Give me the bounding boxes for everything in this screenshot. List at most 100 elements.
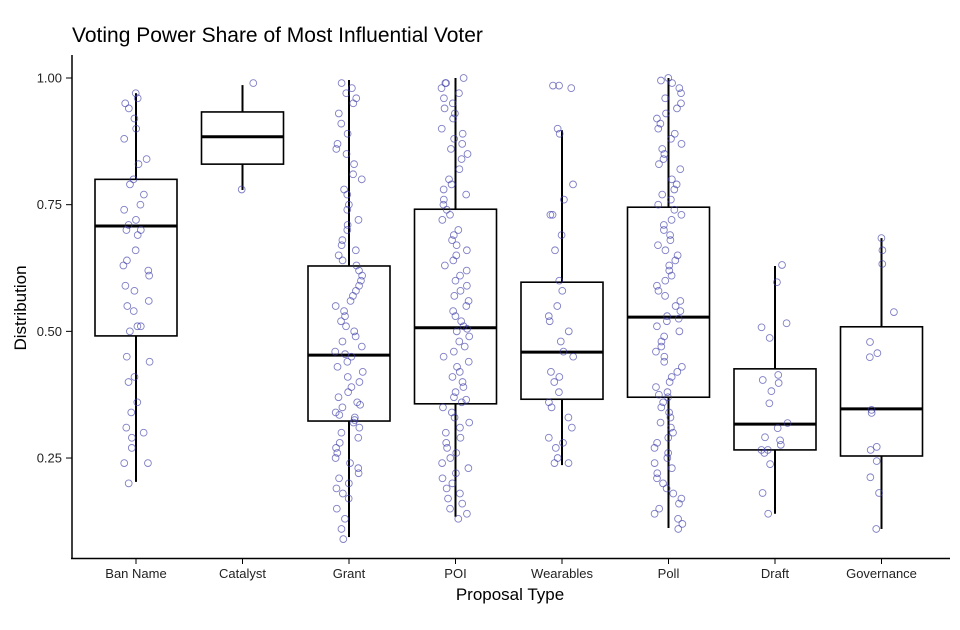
data-point bbox=[122, 352, 131, 361]
data-point bbox=[555, 81, 563, 90]
data-point bbox=[357, 276, 365, 285]
data-point bbox=[136, 200, 145, 209]
data-point bbox=[654, 200, 663, 209]
data-point bbox=[653, 114, 661, 123]
data-point bbox=[352, 261, 361, 270]
x-tick-label: Catalyst bbox=[219, 566, 266, 581]
data-point bbox=[439, 185, 448, 194]
data-point bbox=[656, 418, 665, 427]
data-point bbox=[549, 81, 557, 90]
data-point bbox=[346, 297, 355, 305]
data-point bbox=[338, 489, 347, 498]
data-point bbox=[652, 347, 660, 356]
data-point bbox=[343, 226, 352, 234]
data-point bbox=[119, 261, 128, 270]
data-point bbox=[667, 464, 676, 473]
data-point bbox=[660, 357, 669, 366]
data-point bbox=[449, 256, 458, 265]
data-point bbox=[337, 79, 346, 87]
data-point bbox=[668, 79, 676, 87]
data-point bbox=[448, 479, 457, 488]
data-point bbox=[462, 302, 471, 310]
data-point bbox=[450, 413, 459, 422]
data-point bbox=[335, 411, 344, 419]
data-point bbox=[659, 221, 668, 229]
data-point bbox=[446, 210, 454, 219]
data-point bbox=[127, 433, 136, 442]
y-ticks: 0.25 0.50 0.75 1.00 bbox=[37, 71, 72, 466]
data-point bbox=[343, 190, 352, 199]
data-point bbox=[338, 256, 347, 265]
data-point bbox=[120, 134, 129, 143]
data-point bbox=[352, 286, 360, 295]
data-point bbox=[867, 409, 876, 417]
data-point bbox=[331, 302, 340, 310]
data-point bbox=[458, 140, 467, 148]
data-point bbox=[652, 383, 660, 391]
data-point bbox=[865, 353, 874, 362]
data-point bbox=[544, 312, 553, 320]
data-point bbox=[338, 337, 347, 346]
data-point bbox=[358, 271, 366, 280]
data-point bbox=[655, 160, 663, 168]
data-point bbox=[669, 489, 678, 498]
data-point bbox=[673, 104, 681, 113]
data-point bbox=[567, 423, 576, 432]
data-point bbox=[337, 428, 346, 437]
data-point bbox=[667, 423, 675, 432]
data-point bbox=[463, 281, 471, 290]
data-point bbox=[658, 190, 667, 199]
data-point bbox=[335, 474, 343, 483]
data-point bbox=[126, 180, 134, 189]
data-point bbox=[333, 140, 342, 148]
data-point bbox=[459, 383, 468, 391]
data-point bbox=[758, 489, 767, 497]
data-point bbox=[660, 226, 668, 234]
data-point bbox=[657, 76, 665, 85]
data-point bbox=[773, 278, 781, 287]
data-point bbox=[674, 514, 682, 523]
data-point bbox=[545, 317, 554, 326]
data-point bbox=[890, 308, 898, 316]
data-point bbox=[551, 444, 560, 452]
data-point bbox=[872, 457, 881, 465]
data-point bbox=[650, 509, 659, 518]
data-point bbox=[559, 438, 567, 447]
data-point bbox=[355, 378, 364, 386]
iqr-box bbox=[626, 206, 711, 399]
data-point bbox=[455, 89, 463, 98]
data-point bbox=[350, 413, 359, 422]
box-catalyst bbox=[200, 79, 285, 194]
box-poll bbox=[626, 74, 711, 533]
data-point bbox=[447, 145, 455, 153]
x-tick-label: Draft bbox=[761, 566, 790, 581]
data-point bbox=[355, 423, 364, 432]
x-tick-label: POI bbox=[444, 566, 466, 581]
data-point bbox=[120, 205, 128, 214]
data-point bbox=[550, 459, 559, 467]
data-point bbox=[455, 337, 464, 346]
data-point bbox=[667, 175, 676, 184]
data-point bbox=[456, 286, 465, 295]
data-point bbox=[654, 124, 663, 133]
data-point bbox=[440, 104, 449, 113]
data-point bbox=[437, 124, 446, 133]
data-point bbox=[448, 99, 457, 108]
data-point bbox=[675, 499, 683, 508]
data-point bbox=[550, 378, 559, 386]
x-tick-label: Poll bbox=[658, 566, 680, 581]
data-point bbox=[123, 256, 131, 265]
data-point bbox=[459, 74, 468, 82]
y-tick-label: 1.00 bbox=[37, 71, 62, 86]
data-point bbox=[444, 494, 452, 503]
data-point bbox=[559, 347, 568, 356]
data-point bbox=[354, 216, 363, 224]
data-point bbox=[452, 449, 461, 457]
data-point bbox=[456, 433, 465, 442]
data-point bbox=[450, 393, 458, 402]
data-point bbox=[564, 413, 573, 422]
data-point bbox=[340, 185, 348, 194]
iqr-box bbox=[94, 178, 178, 337]
data-point bbox=[452, 327, 461, 336]
